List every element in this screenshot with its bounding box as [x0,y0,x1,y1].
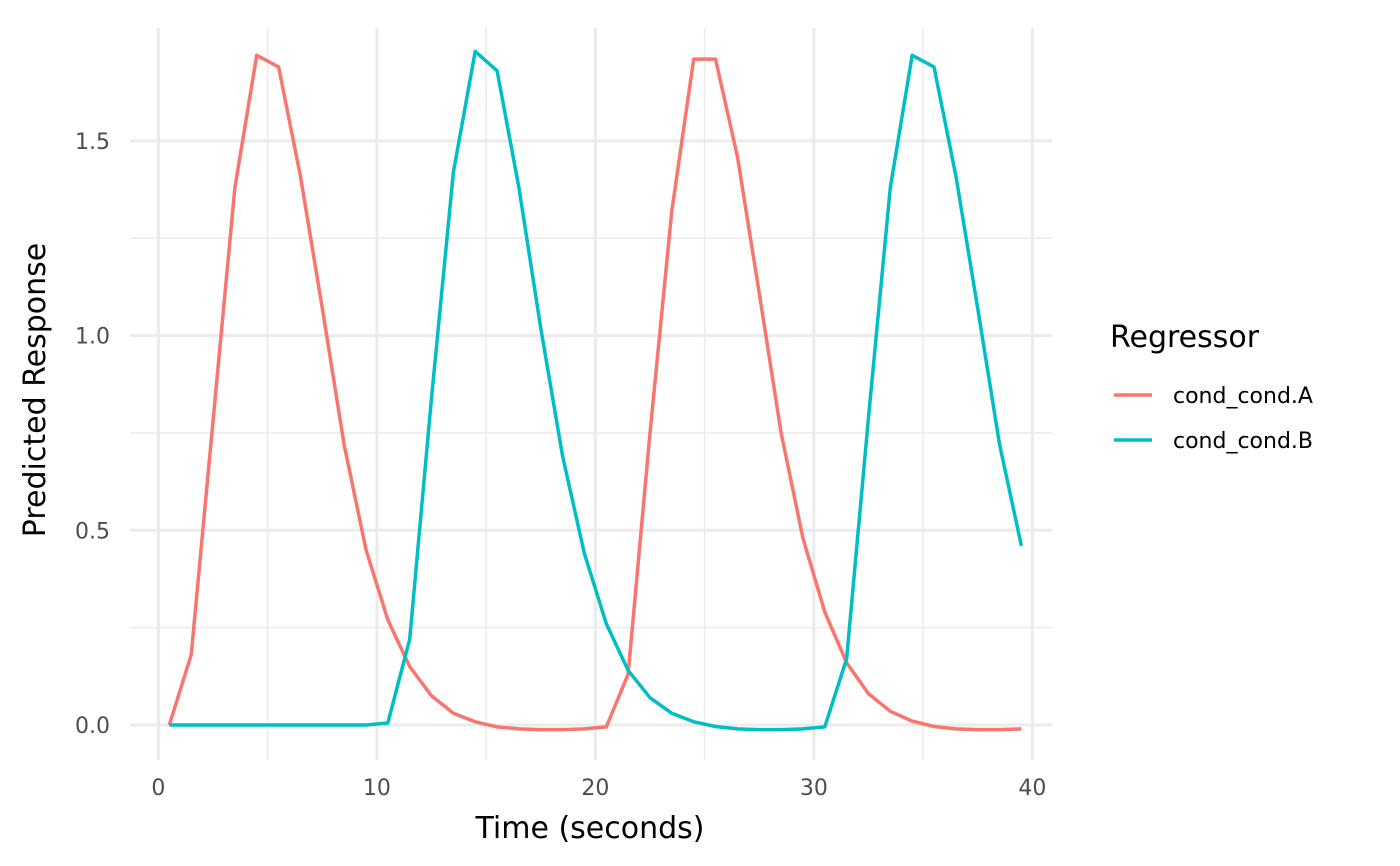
legend: Regressor cond_cond.A cond_cond.B [1110,320,1313,454]
x-axis-tick-labels: 0 10 20 30 40 [151,776,1046,801]
major-gridlines [130,28,1052,760]
y-tick-label: 0.0 [75,714,110,739]
y-tick-label: 1.0 [75,325,110,350]
y-axis-tick-labels: 0.0 0.5 1.0 1.5 [75,130,110,739]
series-line-cond_cond.B [169,49,1024,732]
legend-items: cond_cond.A cond_cond.B [1114,384,1313,454]
x-tick-label: 40 [1018,776,1046,801]
legend-label: cond_cond.A [1173,384,1313,409]
x-tick-label: 0 [151,776,165,801]
x-tick-label: 30 [800,776,828,801]
y-tick-label: 0.5 [75,519,110,544]
x-tick-label: 10 [363,776,391,801]
minor-gridlines [130,28,1052,760]
legend-title: Regressor [1110,320,1260,355]
series-line-cond_cond.A [167,53,1022,732]
y-tick-label: 1.5 [75,130,110,155]
legend-label: cond_cond.B [1173,429,1313,454]
series-lines [167,49,1024,732]
x-axis-title: Time (seconds) [475,811,705,846]
y-axis-title: Predicted Response [18,243,53,537]
x-tick-label: 20 [581,776,609,801]
